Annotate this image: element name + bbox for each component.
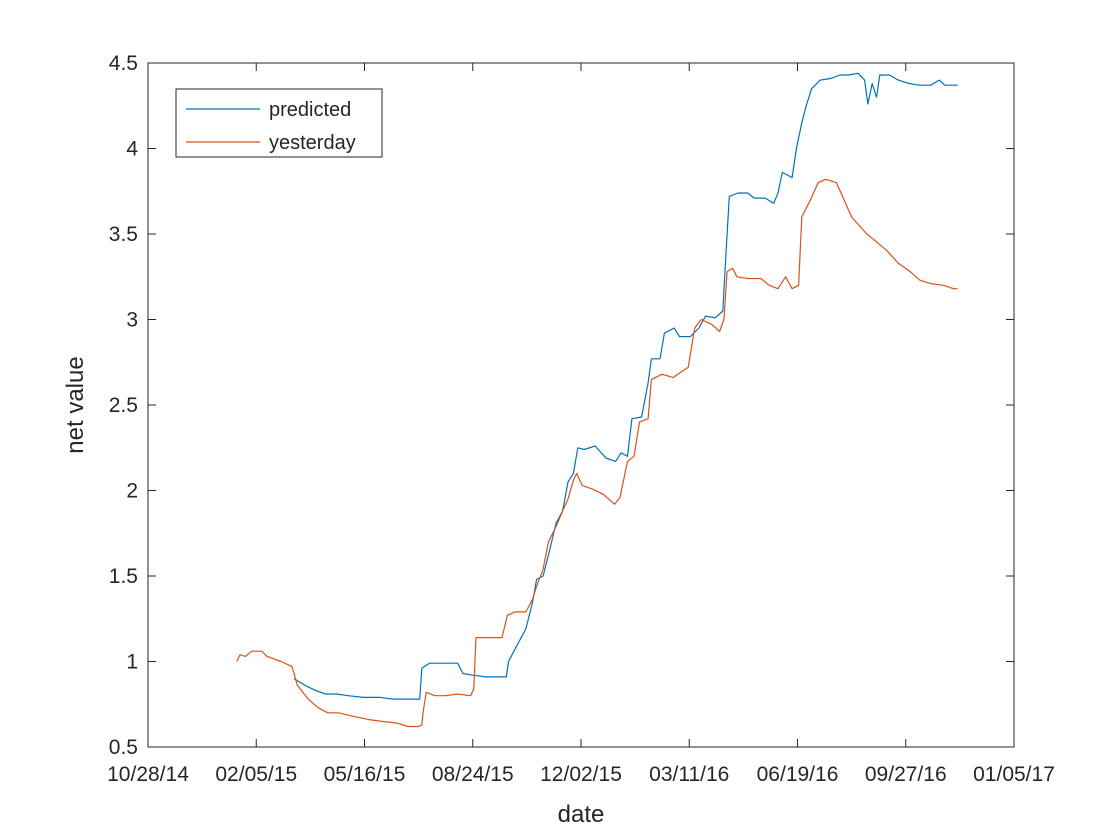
y-tick-label-1-5: 1.5 <box>109 565 138 588</box>
y-tick-label-4: 4 <box>126 138 138 161</box>
y-axis-label: net value <box>62 356 89 453</box>
legend-label-predicted: predicted <box>269 99 351 121</box>
plot-area <box>148 63 1014 747</box>
x-tick-label-06-19-16: 06/19/16 <box>757 763 839 786</box>
x-tick-label-05-16-15: 05/16/15 <box>324 763 406 786</box>
y-tick-label-2-5: 2.5 <box>109 394 138 417</box>
y-tick-label-2: 2 <box>126 480 138 503</box>
x-tick-label-10-28-14: 10/28/14 <box>107 763 189 786</box>
series-layer <box>236 72 958 728</box>
x-tick-label-01-05-17: 01/05/17 <box>973 763 1055 786</box>
y-axis: 0.5 1 1.5 2 2.5 3 3.5 4 4.5 <box>109 52 1014 759</box>
x-tick-label-02-05-15: 02/05/15 <box>215 763 297 786</box>
x-axis: 10/28/14 02/05/15 05/16/15 08/24/15 12/02/15… <box>107 63 1055 786</box>
x-tick-label-08-24-15: 08/24/15 <box>432 763 514 786</box>
y-tick-label-4-5: 4.5 <box>109 52 138 75</box>
series-line-predicted <box>293 72 958 700</box>
y-tick-label-3-5: 3.5 <box>109 223 138 246</box>
legend-label-yesterday: yesterday <box>269 132 356 154</box>
x-tick-label-12-02-15: 12/02/15 <box>540 763 622 786</box>
x-tick-label-03-11-16: 03/11/16 <box>649 763 729 786</box>
y-tick-label-1: 1 <box>126 651 138 674</box>
y-tick-label-3: 3 <box>126 309 138 332</box>
y-tick-label-0-5: 0.5 <box>109 736 138 759</box>
series-line-yesterday <box>236 178 958 728</box>
legend-box <box>175 88 383 158</box>
legend: predicted yesterday <box>175 88 383 158</box>
x-axis-label: date <box>558 801 605 828</box>
x-tick-label-09-27-16: 09/27/16 <box>865 763 947 786</box>
